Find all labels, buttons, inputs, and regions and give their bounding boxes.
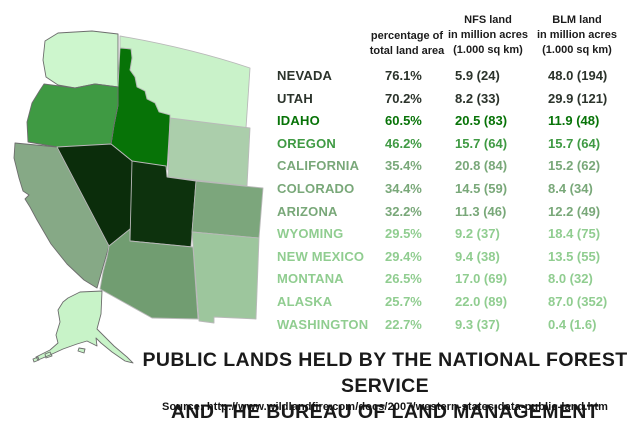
table-row: WASHINGTON 22.7% 9.3 (37) 0.4 (1.6) — [277, 314, 637, 337]
blm-land-value: 12.2 (49) — [548, 203, 601, 219]
blm-land-value: 87.0 (352) — [548, 293, 608, 309]
state-name: COLORADO — [277, 180, 355, 196]
percentage-value: 22.7% — [385, 316, 422, 332]
blm-land-value: 13.5 (55) — [548, 248, 601, 264]
nfs-land-value: 11.3 (46) — [455, 203, 507, 219]
nfs-land-value: 14.5 (59) — [455, 180, 508, 196]
percentage-value: 35.4% — [385, 158, 422, 174]
percentage-value: 34.4% — [385, 180, 422, 196]
source-url-text: Source: http://www.wildlandfire.com/docs… — [162, 401, 608, 413]
table-row: UTAH 70.2% 8.2 (33) 29.9 (121) — [277, 88, 637, 111]
nfs-land-value: 9.2 (37) — [455, 226, 500, 242]
state-name: ALASKA — [277, 293, 333, 309]
header-line: in million acres — [536, 29, 618, 41]
state-shape-new-mexico — [191, 231, 260, 324]
column-header-blm-land: BLM land in million acres (1.000 sq km) — [525, 13, 629, 58]
percentage-value: 29.4% — [385, 248, 422, 264]
table-row: ARIZONA 32.2% 11.3 (46) 12.2 (49) — [277, 201, 637, 224]
percentage-value: 26.5% — [385, 271, 422, 287]
table-row: NEW MEXICO 29.4% 9.4 (38) 13.5 (55) — [277, 246, 637, 269]
blm-land-value: 15.2 (62) — [548, 158, 601, 174]
nfs-land-value: 22.0 (89) — [455, 293, 508, 309]
state-shape-washington — [42, 30, 119, 89]
state-shape-colorado — [191, 180, 264, 239]
state-name: OREGON — [277, 135, 336, 151]
blm-land-value: 18.4 (75) — [548, 226, 601, 242]
state-shape-arizona — [99, 228, 199, 320]
blm-land-value: 8.0 (32) — [548, 271, 593, 287]
state-name: NEW MEXICO — [277, 248, 365, 264]
state-data-table: NEVADA 76.1% 5.9 (24) 48.0 (194) UTAH 70.2% 8.… — [277, 65, 637, 336]
nfs-land-value: 5.9 (24) — [455, 68, 500, 83]
nfs-land-value: 8.2 (33) — [455, 90, 500, 106]
percentage-value: 25.7% — [385, 293, 422, 309]
state-name: IDAHO — [277, 113, 320, 129]
state-name: WASHINGTON — [277, 316, 369, 332]
state-shape-wyoming — [167, 117, 251, 187]
state-shape-alaska — [32, 290, 134, 364]
blm-land-value: 29.9 (121) — [548, 90, 608, 106]
infographic-title: PUBLIC LANDS HELD BY THE NATIONAL FOREST… — [120, 347, 640, 425]
title-line-1: PUBLIC LANDS HELD BY THE NATIONAL FOREST… — [142, 349, 628, 397]
column-header-percentage: percentage of total land area — [352, 29, 462, 59]
state-shape-oregon — [26, 83, 119, 148]
blm-land-value: 0.4 (1.6) — [548, 316, 597, 332]
table-row: MONTANA 26.5% 17.0 (69) 8.0 (32) — [277, 268, 637, 291]
blm-land-value: 8.4 (34) — [548, 180, 593, 196]
header-line: in million acres — [447, 29, 529, 41]
table-row: CALIFORNIA 35.4% 20.8 (84) 15.2 (62) — [277, 155, 637, 178]
state-name: MONTANA — [277, 271, 344, 287]
nfs-land-value: 20.8 (84) — [455, 158, 508, 174]
state-name: CALIFORNIA — [277, 158, 360, 174]
nfs-land-value: 9.3 (37) — [455, 316, 500, 332]
table-row: ALASKA 25.7% 22.0 (89) 87.0 (352) — [277, 291, 637, 314]
header-line: NFS land — [464, 14, 512, 26]
header-line: BLM land — [552, 14, 602, 26]
table-row: OREGON 46.2% 15.7 (64) 15.7 (64) — [277, 133, 637, 156]
table-row: COLORADO 34.4% 14.5 (59) 8.4 (34) — [277, 178, 637, 201]
nfs-land-value: 17.0 (69) — [455, 271, 508, 287]
header-line: percentage of — [370, 30, 444, 42]
state-name: NEVADA — [277, 68, 333, 83]
percentage-value: 29.5% — [385, 226, 422, 242]
percentage-value: 32.2% — [385, 203, 422, 219]
percentage-value: 70.2% — [385, 90, 422, 106]
percentage-value: 46.2% — [385, 135, 422, 151]
header-line: (1.000 sq km) — [542, 44, 612, 56]
state-name: WYOMING — [277, 226, 344, 242]
nfs-land-value: 20.5 (83) — [455, 113, 508, 129]
title-line-2: AND THE BUREAU OF LAND MANAGEMENT — [170, 401, 600, 423]
state-shape-california — [13, 142, 110, 289]
table-row: IDAHO 60.5% 20.5 (83) 11.9 (48) — [277, 110, 637, 133]
header-line: (1.000 sq km) — [453, 44, 523, 56]
blm-land-value: 11.9 (48) — [548, 113, 600, 129]
column-header-nfs-land: NFS land in million acres (1.000 sq km) — [437, 13, 539, 58]
nfs-land-value: 15.7 (64) — [455, 135, 508, 151]
nfs-land-value: 9.4 (38) — [455, 248, 500, 264]
state-name: UTAH — [277, 90, 313, 106]
table-row: NEVADA 76.1% 5.9 (24) 48.0 (194) — [277, 65, 637, 88]
blm-land-value: 15.7 (64) — [548, 135, 601, 151]
state-name: ARIZONA — [277, 203, 338, 219]
percentage-value: 60.5% — [385, 113, 422, 129]
percentage-value: 76.1% — [385, 68, 422, 83]
blm-land-value: 48.0 (194) — [548, 68, 608, 83]
table-row: WYOMING 29.5% 9.2 (37) 18.4 (75) — [277, 223, 637, 246]
header-line: total land area — [369, 45, 445, 57]
